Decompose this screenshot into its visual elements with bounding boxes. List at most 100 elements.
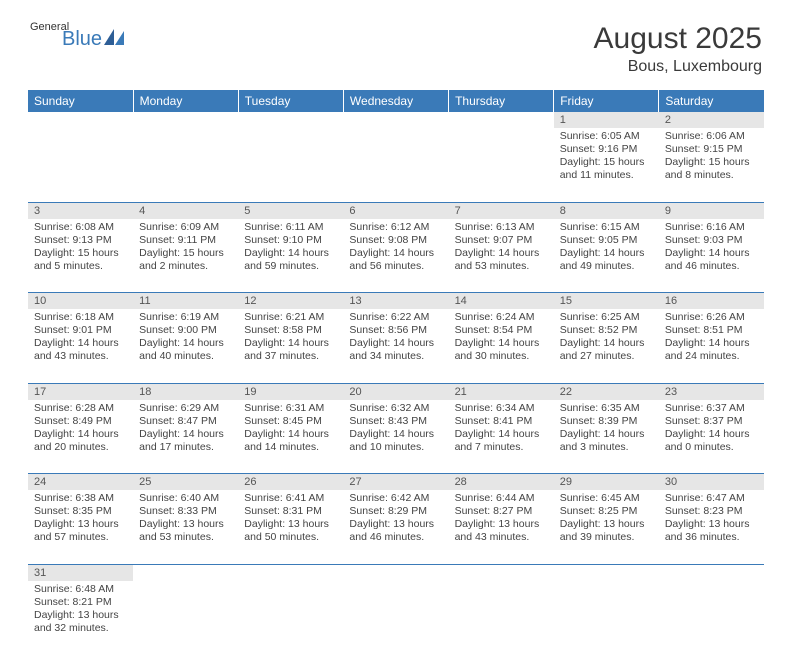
daylight-text: Daylight: 14 hours and 40 minutes. [139,337,232,363]
daylight-text: Daylight: 14 hours and 0 minutes. [665,428,758,454]
day-cell: Sunrise: 6:41 AMSunset: 8:31 PMDaylight:… [238,490,343,564]
daylight-text: Daylight: 14 hours and 10 minutes. [349,428,442,454]
daylight-text: Daylight: 13 hours and 50 minutes. [244,518,337,544]
daynum-row: 17181920212223 [28,383,764,400]
daylight-text: Daylight: 13 hours and 46 minutes. [349,518,442,544]
sunrise-text: Sunrise: 6:38 AM [34,492,127,505]
sunset-text: Sunset: 8:43 PM [349,415,442,428]
day-number-cell: 10 [28,293,133,310]
sunrise-text: Sunrise: 6:22 AM [349,311,442,324]
sunset-text: Sunset: 9:08 PM [349,234,442,247]
sunset-text: Sunset: 9:16 PM [560,143,653,156]
day-cell [28,128,133,202]
sunset-text: Sunset: 9:11 PM [139,234,232,247]
day-cell: Sunrise: 6:24 AMSunset: 8:54 PMDaylight:… [449,309,554,383]
sunset-text: Sunset: 9:15 PM [665,143,758,156]
daylight-text: Daylight: 14 hours and 24 minutes. [665,337,758,363]
sunset-text: Sunset: 8:21 PM [34,596,127,609]
sunset-text: Sunset: 8:41 PM [455,415,548,428]
daylight-text: Daylight: 13 hours and 43 minutes. [455,518,548,544]
day-number-cell: 29 [554,474,659,491]
day-cell [133,128,238,202]
daylight-text: Daylight: 13 hours and 53 minutes. [139,518,232,544]
daynum-row: 10111213141516 [28,293,764,310]
day-header: Thursday [449,90,554,112]
day-header: Monday [133,90,238,112]
day-cell: Sunrise: 6:19 AMSunset: 9:00 PMDaylight:… [133,309,238,383]
sunrise-text: Sunrise: 6:24 AM [455,311,548,324]
sunset-text: Sunset: 8:33 PM [139,505,232,518]
sunset-text: Sunset: 8:25 PM [560,505,653,518]
sunset-text: Sunset: 8:27 PM [455,505,548,518]
day-number-cell [238,112,343,128]
content-row: Sunrise: 6:08 AMSunset: 9:13 PMDaylight:… [28,219,764,293]
sunrise-text: Sunrise: 6:06 AM [665,130,758,143]
content-row: Sunrise: 6:18 AMSunset: 9:01 PMDaylight:… [28,309,764,383]
day-cell: Sunrise: 6:28 AMSunset: 8:49 PMDaylight:… [28,400,133,474]
day-cell: Sunrise: 6:45 AMSunset: 8:25 PMDaylight:… [554,490,659,564]
day-number-cell: 1 [554,112,659,128]
daylight-text: Daylight: 14 hours and 14 minutes. [244,428,337,454]
daylight-text: Daylight: 14 hours and 7 minutes. [455,428,548,454]
sunset-text: Sunset: 8:37 PM [665,415,758,428]
daylight-text: Daylight: 14 hours and 59 minutes. [244,247,337,273]
day-number-cell: 23 [659,383,764,400]
month-title: August 2025 [594,22,762,56]
day-cell: Sunrise: 6:34 AMSunset: 8:41 PMDaylight:… [449,400,554,474]
sunset-text: Sunset: 8:49 PM [34,415,127,428]
day-number-cell: 19 [238,383,343,400]
sunrise-text: Sunrise: 6:21 AM [244,311,337,324]
day-header: Tuesday [238,90,343,112]
daylight-text: Daylight: 13 hours and 39 minutes. [560,518,653,544]
sunset-text: Sunset: 8:23 PM [665,505,758,518]
sunrise-text: Sunrise: 6:16 AM [665,221,758,234]
day-cell: Sunrise: 6:32 AMSunset: 8:43 PMDaylight:… [343,400,448,474]
day-number-cell: 13 [343,293,448,310]
sunrise-text: Sunrise: 6:28 AM [34,402,127,415]
sunrise-text: Sunrise: 6:34 AM [455,402,548,415]
day-number-cell: 24 [28,474,133,491]
sunrise-text: Sunrise: 6:11 AM [244,221,337,234]
sunrise-text: Sunrise: 6:37 AM [665,402,758,415]
day-cell: Sunrise: 6:25 AMSunset: 8:52 PMDaylight:… [554,309,659,383]
sunrise-text: Sunrise: 6:31 AM [244,402,337,415]
location: Bous, Luxembourg [594,58,762,76]
daylight-text: Daylight: 14 hours and 49 minutes. [560,247,653,273]
sunset-text: Sunset: 8:51 PM [665,324,758,337]
sunrise-text: Sunrise: 6:12 AM [349,221,442,234]
day-cell: Sunrise: 6:35 AMSunset: 8:39 PMDaylight:… [554,400,659,474]
day-cell: Sunrise: 6:12 AMSunset: 9:08 PMDaylight:… [343,219,448,293]
day-number-cell: 9 [659,202,764,219]
sunrise-text: Sunrise: 6:13 AM [455,221,548,234]
day-cell: Sunrise: 6:40 AMSunset: 8:33 PMDaylight:… [133,490,238,564]
day-cell: Sunrise: 6:37 AMSunset: 8:37 PMDaylight:… [659,400,764,474]
daylight-text: Daylight: 14 hours and 43 minutes. [34,337,127,363]
day-cell [133,581,238,655]
day-number-cell: 2 [659,112,764,128]
daylight-text: Daylight: 14 hours and 30 minutes. [455,337,548,363]
day-number-cell: 28 [449,474,554,491]
day-number-cell: 22 [554,383,659,400]
sunrise-text: Sunrise: 6:35 AM [560,402,653,415]
header: General Blue August 2025 Bous, Luxembour… [0,0,792,84]
content-row: Sunrise: 6:28 AMSunset: 8:49 PMDaylight:… [28,400,764,474]
daylight-text: Daylight: 14 hours and 56 minutes. [349,247,442,273]
day-number-cell: 25 [133,474,238,491]
sunset-text: Sunset: 8:45 PM [244,415,337,428]
day-number-cell: 8 [554,202,659,219]
day-cell [449,581,554,655]
day-cell: Sunrise: 6:42 AMSunset: 8:29 PMDaylight:… [343,490,448,564]
daylight-text: Daylight: 14 hours and 20 minutes. [34,428,127,454]
daylight-text: Daylight: 14 hours and 46 minutes. [665,247,758,273]
sunrise-text: Sunrise: 6:25 AM [560,311,653,324]
daylight-text: Daylight: 14 hours and 27 minutes. [560,337,653,363]
day-cell [554,581,659,655]
sunrise-text: Sunrise: 6:45 AM [560,492,653,505]
day-number-cell [343,564,448,581]
day-cell: Sunrise: 6:15 AMSunset: 9:05 PMDaylight:… [554,219,659,293]
sunset-text: Sunset: 8:47 PM [139,415,232,428]
day-header-row: Sunday Monday Tuesday Wednesday Thursday… [28,90,764,112]
sunset-text: Sunset: 9:07 PM [455,234,548,247]
day-header: Sunday [28,90,133,112]
day-number-cell: 27 [343,474,448,491]
